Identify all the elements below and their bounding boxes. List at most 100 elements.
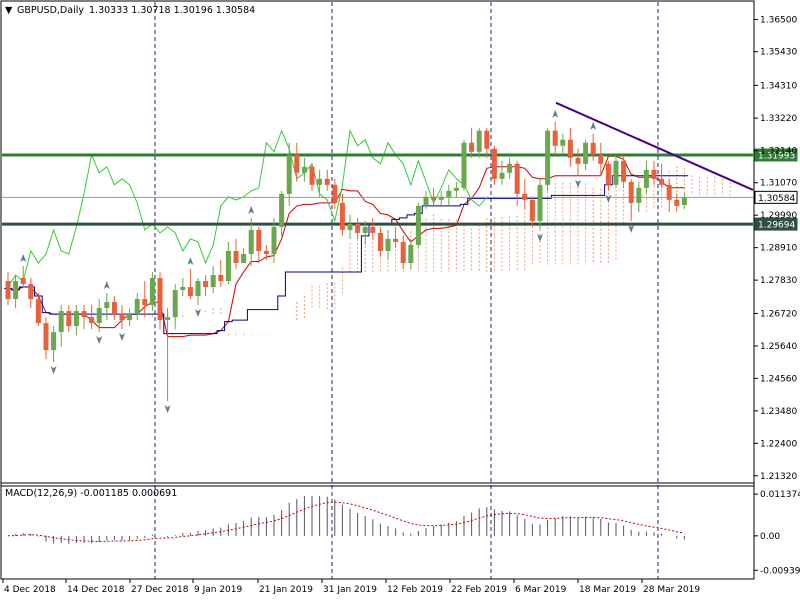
candle-body — [28, 284, 34, 300]
candle-body — [438, 196, 444, 200]
price-tick-label: 1.21320 — [760, 472, 797, 482]
price-tick-label: 1.35430 — [760, 48, 797, 58]
candle-body — [104, 302, 110, 309]
kijun-line — [4, 175, 689, 335]
candle-body — [43, 323, 49, 351]
fractal-down-icon — [605, 194, 612, 203]
price-tick-label: 1.22400 — [760, 439, 797, 449]
candle-body — [339, 202, 345, 230]
candle-body — [111, 302, 117, 315]
fractal-down-icon — [119, 333, 125, 342]
time-tick-label: 4 Dec 2018 — [4, 585, 56, 595]
support-level-tag — [754, 217, 798, 231]
candle-body — [355, 223, 361, 233]
candle-body — [537, 184, 543, 221]
candle-body — [96, 308, 102, 324]
macd-tick-label: -0.00939 — [760, 566, 800, 576]
candles — [5, 121, 687, 402]
ohlc-label: 1.30333 1.30718 1.30196 1.30584 — [89, 5, 255, 16]
candle-body — [522, 193, 528, 200]
candle-body — [469, 142, 475, 152]
resistance-level-label: 1.31993 — [758, 151, 795, 161]
current-level-label: 1.30584 — [758, 194, 795, 204]
fractal-up-icon — [552, 109, 559, 118]
candle-body — [225, 250, 231, 282]
time-tick-label: 21 Jan 2019 — [259, 585, 313, 595]
candle-body — [461, 142, 467, 188]
candle-body — [157, 278, 163, 321]
resistance-level-tag — [754, 148, 798, 162]
fractal-down-icon — [537, 233, 543, 242]
candle-body — [484, 130, 490, 149]
candle-body — [377, 232, 383, 251]
time-tick-label: 22 Feb 2019 — [451, 585, 507, 595]
candle-body — [598, 154, 604, 164]
time-tick-label: 27 Dec 2018 — [131, 585, 189, 595]
price-tick-label: 1.23480 — [760, 407, 797, 417]
candle-body — [393, 238, 399, 242]
candle-body — [415, 205, 421, 245]
candle-body — [567, 139, 573, 158]
candle-body — [317, 178, 323, 185]
candle-body — [431, 196, 437, 200]
candle-body — [5, 281, 11, 300]
candle-body — [241, 253, 247, 263]
trendline-group — [555, 101, 754, 191]
candle-body — [20, 278, 26, 285]
candle-body — [651, 169, 657, 179]
candle-body — [370, 226, 376, 233]
candle-body — [218, 275, 224, 282]
candle-body — [636, 187, 642, 203]
time-tick-label: 31 Jan 2019 — [323, 585, 377, 595]
candle-body — [552, 130, 558, 146]
candle-body — [674, 199, 680, 206]
time-tick-label: 28 Mar 2019 — [643, 585, 700, 595]
time-tick-label: 18 Mar 2019 — [579, 585, 636, 595]
candle-body — [13, 281, 19, 300]
candle-body — [491, 148, 497, 179]
candle-body — [134, 299, 140, 315]
candle-body — [149, 278, 155, 306]
candle-body — [279, 193, 285, 227]
candle-body — [119, 314, 125, 321]
fractal-down-icon — [195, 309, 201, 318]
candle-body — [529, 199, 535, 221]
current-level-tag — [754, 190, 798, 204]
candle-body — [453, 187, 459, 191]
candle-body — [73, 311, 79, 327]
fractal-down-icon — [50, 366, 57, 375]
candle-body — [142, 299, 148, 306]
candle-body — [408, 244, 414, 263]
price-tick-label: 1.26720 — [760, 309, 797, 319]
candle-body — [643, 169, 649, 188]
candle-body — [301, 166, 307, 173]
candle-body — [210, 275, 216, 288]
candle-body — [165, 317, 171, 321]
candle-body — [628, 181, 634, 203]
price-tick-label: 1.33220 — [760, 114, 797, 124]
time-axis: 4 Dec 2018 14 Dec 2018 27 Dec 2018 9 Jan 20… — [2, 579, 700, 595]
candle-body — [127, 314, 133, 321]
candle-body — [180, 287, 186, 291]
trendline — [555, 101, 754, 191]
candle-body — [605, 163, 611, 185]
candle-body — [385, 238, 391, 251]
candle-body — [621, 160, 627, 182]
candle-body — [256, 229, 262, 251]
fractal-up-icon — [590, 121, 597, 130]
candle-body — [294, 154, 300, 173]
candle-body — [51, 332, 57, 351]
tenkan-line — [7, 155, 685, 338]
header-arrow-icon[interactable]: ▼ — [5, 5, 13, 16]
macd-label: MACD(12,26,9) -0.001185 0.000691 — [5, 488, 177, 499]
price-tick-label: 1.29990 — [760, 211, 797, 221]
candle-body — [545, 130, 551, 185]
price-tick-label: 1.25640 — [760, 342, 797, 352]
candle-body — [499, 172, 505, 179]
price-tick-label: 1.32140 — [760, 147, 797, 157]
candle-body — [203, 281, 209, 288]
candle-body — [89, 317, 95, 324]
candle-body — [476, 130, 482, 152]
candle-body — [362, 226, 368, 233]
